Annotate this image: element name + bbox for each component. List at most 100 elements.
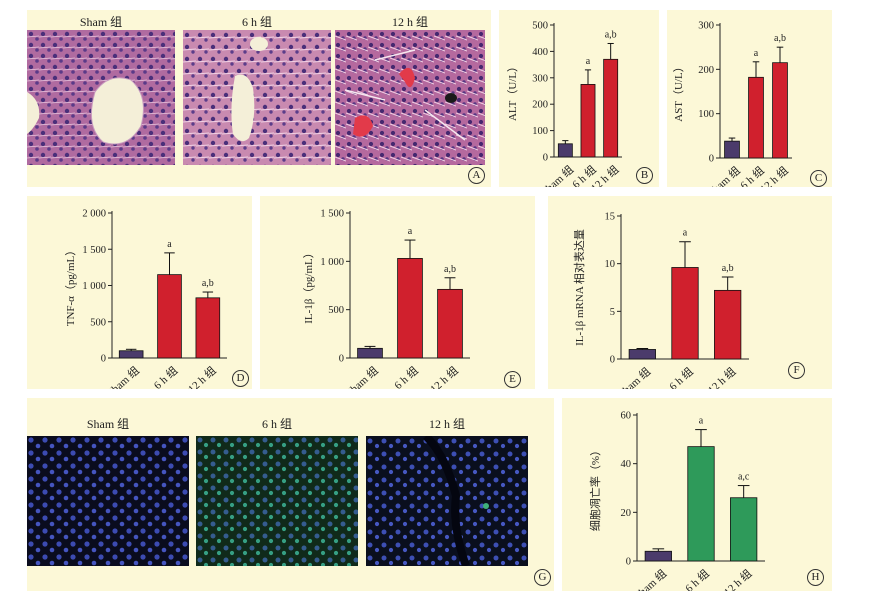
y-tick-label-f: 15: [605, 212, 616, 223]
sig-label-b: a,b: [605, 29, 617, 40]
bar-f-2: [671, 267, 699, 360]
y-tick-label-c: 200: [698, 65, 714, 76]
x-tick-label-h: 6 h 组: [682, 566, 712, 591]
bar-c-1: [724, 140, 740, 159]
y-tick-label-f: 10: [605, 259, 616, 270]
y-tick-label-f: 0: [610, 355, 615, 366]
bar-b-2: [580, 84, 596, 158]
sig-label-h: a: [699, 416, 704, 427]
sig-label-f: a: [683, 228, 688, 239]
chart-d: 0 500 1 000 1 500 2 000 TNF-α（pg/mL） Sham 组 a 6 …: [64, 209, 227, 400]
y-tick-label-h: 0: [626, 557, 631, 568]
panel-f: 0 5 10 15 IL-1β mRNA 相对表达量 Sham 组 a 6 h 组 a,b 12 …: [548, 196, 832, 401]
panel-g-title-sham: Sham 组: [86, 417, 130, 431]
y-tick-label-e: 1 000: [320, 257, 344, 268]
x-tick-label-e: Sham 组: [343, 363, 381, 389]
bar-h-2: [687, 446, 715, 562]
chart-h: 0 20 40 60 细胞凋亡率（%） Sham 组 a 6 h 组 a,c 12 h 组: [588, 411, 765, 599]
y-tick-label-b: 500: [532, 21, 548, 32]
panel-c-letter: C: [810, 170, 827, 187]
panel-e-letter: E: [504, 371, 521, 388]
sig-label-e: a,b: [444, 264, 456, 275]
bar-e-3: [437, 288, 463, 359]
bar-d-3: [195, 297, 221, 359]
panel-a-title-sham: Sham 组: [79, 15, 123, 29]
y-axis-label-b: ALT（U/L）: [506, 61, 519, 121]
y-tick-label-h: 60: [621, 411, 632, 422]
panel-d: 0 500 1 000 1 500 2 000 TNF-α（pg/mL） Sham 组 a 6 …: [27, 196, 252, 400]
bar-c-3: [772, 62, 788, 159]
sig-label-h: a,c: [738, 472, 750, 483]
sig-label-b: a: [586, 56, 591, 67]
x-tick-label-h: Sham 组: [631, 566, 669, 591]
panel-h-letter: H: [807, 569, 824, 586]
y-tick-label-b: 300: [532, 73, 548, 84]
bar-h-1: [644, 550, 672, 562]
y-tick-label-d: 500: [90, 317, 106, 328]
y-tick-label-h: 40: [621, 459, 632, 470]
sig-label-e: a: [408, 226, 413, 237]
bar-b-3: [603, 58, 619, 158]
bar-e-2: [397, 258, 423, 359]
panel-f-letter: F: [788, 362, 805, 379]
bar-f-1: [628, 349, 656, 360]
y-tick-label-e: 500: [328, 305, 344, 316]
fluor-image-6h: [196, 436, 358, 566]
x-tick-label-d: 6 h 组: [151, 363, 181, 389]
sig-label-f: a,b: [722, 263, 734, 274]
x-tick-label-d: 12 h 组: [185, 363, 219, 389]
sig-label-c: a: [754, 48, 759, 59]
y-axis-label-c: AST（U/L）: [672, 61, 685, 122]
y-tick-label-d: 0: [101, 354, 106, 365]
he-image-sham: [27, 30, 175, 165]
panel-a: Sham 组 6 h 组 12 h 组: [27, 10, 491, 187]
y-tick-label-e: 1 500: [320, 209, 344, 220]
he-image-6h: [183, 30, 331, 165]
x-tick-label-e: 6 h 组: [391, 363, 421, 389]
panel-a-letter: A: [468, 167, 485, 184]
x-tick-label-f: Sham 组: [615, 364, 653, 389]
y-tick-label-c: 0: [709, 154, 714, 165]
x-tick-label-f: 6 h 组: [666, 364, 696, 389]
panel-g-letter: G: [534, 569, 551, 586]
bar-b-1: [557, 143, 573, 158]
sig-label-c: a,b: [774, 33, 786, 44]
y-tick-label-f: 5: [610, 307, 615, 318]
x-tick-label-e: 12 h 组: [427, 363, 461, 389]
bar-e-1: [357, 347, 383, 359]
y-tick-label-b: 100: [532, 126, 548, 137]
x-tick-label-f: 12 h 组: [705, 364, 739, 389]
fluor-image-12h: [366, 436, 528, 566]
panel-e: 0 500 1 000 1 500 IL-1β（pg/mL） Sham 组 a 6 h 组 a,…: [260, 196, 535, 400]
panel-g-title-12h: 12 h 组: [428, 417, 465, 431]
x-tick-label-c: Sham 组: [705, 163, 743, 187]
chart-e: 0 500 1 000 1 500 IL-1β（pg/mL） Sham 组 a 6 h 组 a,…: [302, 209, 470, 400]
panel-g: Sham 组 6 h 组 12 h 组: [27, 398, 554, 591]
he-image-12h: [335, 30, 485, 165]
sig-label-d: a: [167, 239, 172, 250]
bar-f-3: [714, 289, 742, 360]
y-tick-label-b: 0: [543, 153, 548, 164]
panel-d-letter: D: [232, 370, 249, 387]
y-axis-label-e: IL-1β（pg/mL）: [302, 247, 315, 323]
panel-b-letter: B: [636, 167, 653, 184]
x-tick-label-h: 12 h 组: [721, 566, 755, 591]
y-tick-label-h: 20: [621, 508, 632, 519]
y-tick-label-d: 1 500: [82, 245, 106, 256]
y-tick-label-d: 2 000: [82, 209, 106, 220]
y-tick-label-c: 300: [698, 21, 714, 32]
panel-h: 0 20 40 60 细胞凋亡率（%） Sham 组 a 6 h 组 a,c 12 h 组 H: [562, 398, 832, 599]
bar-d-1: [118, 350, 144, 359]
x-tick-label-d: Sham 组: [104, 363, 142, 389]
y-tick-label-b: 400: [532, 47, 548, 58]
y-tick-label-b: 200: [532, 100, 548, 111]
bar-h-3: [730, 497, 758, 562]
sig-label-d: a,b: [202, 278, 214, 289]
chart-f: 0 5 10 15 IL-1β mRNA 相对表达量 Sham 组 a 6 h 组 a,b 12 …: [572, 212, 749, 401]
panel-g-title-6h: 6 h 组: [261, 417, 292, 431]
bar-c-2: [748, 76, 764, 159]
